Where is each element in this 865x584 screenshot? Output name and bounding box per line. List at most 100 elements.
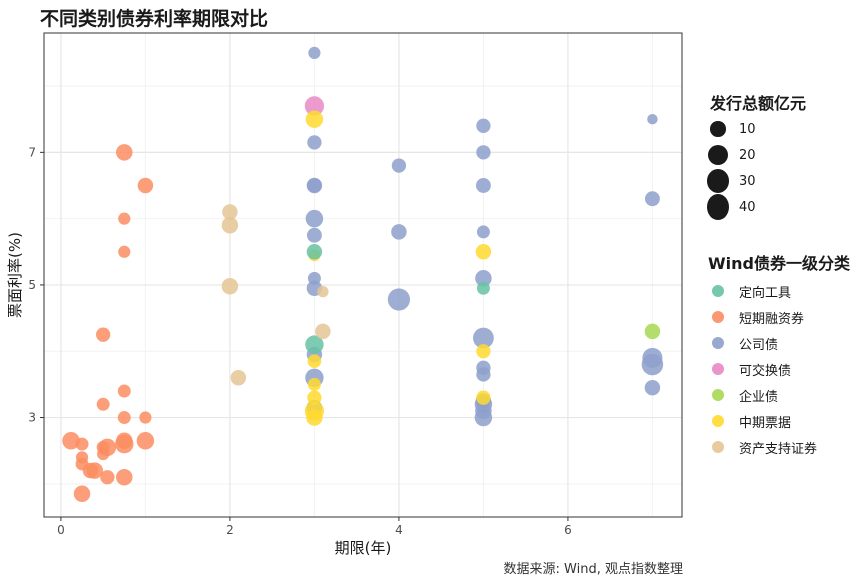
data-point — [476, 344, 491, 359]
size-legend-label: 40 — [739, 199, 756, 215]
category-legend-label: 短期融资券 — [739, 311, 805, 327]
data-point — [391, 224, 407, 240]
size-legend-item: 10 — [707, 118, 756, 140]
data-point — [473, 327, 494, 349]
data-point — [308, 46, 321, 60]
category-legend-item: 中期票据 — [707, 410, 791, 432]
data-point — [116, 144, 133, 161]
category-legend-dot — [712, 415, 724, 427]
data-point — [476, 145, 491, 160]
data-points — [62, 46, 664, 503]
data-point — [306, 227, 322, 243]
data-point — [305, 335, 324, 354]
category-legend-dot — [712, 311, 724, 323]
data-point — [644, 379, 661, 396]
category-legend-dot — [712, 389, 724, 401]
category-legend-item: 可交换债 — [707, 358, 791, 380]
category-legend-dot — [712, 363, 724, 375]
category-legend-label: 中期票据 — [739, 415, 792, 431]
data-point — [307, 390, 322, 405]
category-legend-item: 资产支持证券 — [707, 436, 817, 458]
category-legend-label: 定向工具 — [739, 285, 792, 301]
size-legend-item: 40 — [707, 193, 756, 221]
category-legend-dot — [712, 441, 724, 453]
category-legend-dot — [712, 285, 724, 297]
data-point — [222, 204, 238, 220]
data-point — [100, 470, 115, 485]
data-point — [117, 411, 131, 425]
data-point — [476, 281, 490, 295]
size-legend-item: 20 — [707, 144, 756, 166]
data-point — [305, 209, 324, 228]
data-point — [387, 288, 411, 311]
data-point — [647, 113, 658, 125]
data-point — [307, 354, 322, 369]
data-point — [304, 96, 325, 116]
data-point — [136, 432, 155, 450]
data-point — [139, 411, 152, 424]
data-point — [476, 118, 491, 133]
y-tick-label: 3 — [28, 411, 36, 425]
data-point — [96, 397, 110, 411]
data-point — [221, 278, 239, 295]
category-legend-title: Wind债券一级分类 — [708, 254, 850, 273]
data-point — [474, 408, 493, 427]
data-point — [117, 384, 131, 398]
data-point — [62, 432, 80, 450]
data-point — [116, 468, 133, 486]
data-point — [644, 323, 661, 340]
data-point — [315, 323, 331, 340]
data-point — [118, 245, 131, 258]
size-legend-dot — [707, 169, 729, 193]
data-point — [86, 462, 103, 479]
data-point — [644, 191, 660, 207]
category-legend-item: 定向工具 — [707, 280, 791, 302]
data-point — [75, 437, 89, 451]
category-legend-item: 公司债 — [707, 332, 778, 354]
data-point — [476, 390, 491, 405]
x-tick-label: 6 — [564, 523, 572, 537]
category-legend-item: 企业债 — [707, 384, 778, 406]
data-point — [97, 447, 110, 461]
y-axis-label: 票面利率(%) — [6, 232, 24, 318]
category-legend-dot — [712, 337, 724, 349]
data-point — [137, 177, 154, 194]
category-legend-label: 公司债 — [739, 337, 779, 353]
x-axis-label: 期限(年) — [335, 539, 392, 557]
x-tick-label: 2 — [226, 523, 234, 537]
category-legend-label: 可交换债 — [739, 363, 792, 379]
data-point — [476, 225, 490, 239]
data-point — [306, 244, 323, 260]
category-legend-label: 企业债 — [739, 389, 779, 405]
data-point — [475, 270, 492, 287]
data-point — [475, 178, 491, 193]
source-caption: 数据来源: Wind, 观点指数整理 — [503, 562, 683, 577]
data-point — [391, 158, 407, 173]
size-legend-dot — [707, 144, 729, 166]
data-point — [96, 327, 111, 342]
data-point — [476, 367, 491, 382]
data-point — [306, 409, 323, 426]
size-legend-label: 10 — [739, 121, 756, 137]
data-point — [230, 370, 247, 386]
data-point — [307, 377, 321, 391]
x-tick-label: 4 — [395, 523, 403, 537]
axes: 0 2 4 6 3 5 7 — [28, 145, 571, 537]
data-point — [221, 217, 239, 234]
data-point — [307, 135, 322, 150]
data-point — [118, 212, 131, 225]
size-legend-label: 20 — [739, 147, 756, 163]
data-point — [307, 178, 322, 193]
y-tick-label: 7 — [28, 145, 36, 159]
chart-title: 不同类别债券利率期限对比 — [40, 8, 269, 30]
plot-frame — [43, 32, 683, 518]
y-tick-label: 5 — [28, 278, 36, 292]
category-legend-label: 资产支持证券 — [739, 441, 818, 457]
data-point — [317, 285, 329, 298]
size-legend-dot — [707, 193, 729, 221]
size-legend-label: 30 — [739, 173, 756, 189]
size-legend-item: 30 — [707, 169, 756, 193]
x-tick-label: 0 — [57, 523, 65, 537]
data-point — [115, 434, 134, 454]
